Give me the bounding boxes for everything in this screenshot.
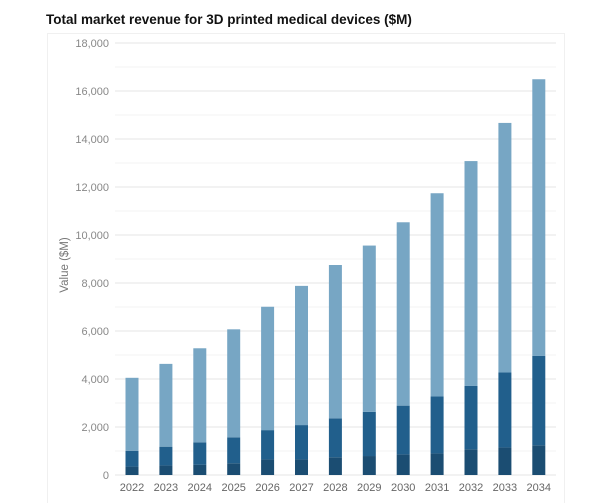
bars [125, 79, 546, 475]
bar-stack-2022 [125, 377, 139, 475]
bar-stack-2034 [532, 79, 546, 475]
y-axis-title: Value ($M) [59, 237, 71, 293]
bar-stack-2025 [227, 329, 241, 475]
bar-stack-2032 [464, 161, 478, 475]
bar-segment-2-2031 [430, 396, 444, 454]
x-tick-label: 2028 [323, 482, 347, 494]
x-tick-label: 2033 [493, 482, 517, 494]
bar-segment-3-2030 [396, 222, 410, 406]
y-tick-label: 10,000 [75, 230, 109, 242]
bar-segment-1-2030 [396, 454, 410, 475]
bar-stack-2030 [396, 222, 410, 475]
y-tick-label: 6,000 [81, 326, 109, 338]
chart-title: Total market revenue for 3D printed medi… [46, 12, 412, 27]
bar-segment-3-2025 [227, 329, 241, 438]
bar-stack-2024 [193, 348, 207, 475]
bar-segment-2-2028 [328, 418, 342, 458]
bar-stack-2028 [328, 265, 342, 475]
y-axis-tick-labels: 0 2,000 4,000 6,000 8,000 10,000 12,000 14,000 1… [75, 38, 109, 482]
bar-segment-2-2032 [464, 385, 478, 450]
bar-segment-1-2023 [159, 465, 173, 475]
x-tick-label: 2027 [289, 482, 313, 494]
bar-segment-1-2024 [193, 464, 207, 475]
bar-segment-2-2024 [193, 442, 207, 465]
bar-stack-2027 [295, 285, 308, 475]
y-tick-label: 2,000 [81, 422, 109, 434]
bar-stack-2026 [261, 306, 275, 475]
x-tick-label: 2026 [255, 482, 279, 494]
bar-segment-3-2029 [362, 245, 376, 412]
bar-segment-1-2031 [430, 453, 444, 475]
y-tick-label: 12,000 [75, 182, 109, 194]
bar-segment-3-2027 [295, 285, 308, 426]
bar-stack-2029 [362, 245, 376, 475]
y-tick-label: 8,000 [81, 278, 109, 290]
x-tick-label: 2025 [221, 482, 245, 494]
x-tick-label: 2032 [459, 482, 483, 494]
bar-segment-1-2025 [227, 463, 241, 475]
bar-segment-2-2027 [295, 425, 308, 460]
x-tick-label: 2029 [357, 482, 381, 494]
y-tick-label: 0 [103, 470, 109, 482]
x-tick-label: 2023 [154, 482, 178, 494]
x-tick-label: 2024 [188, 482, 212, 494]
y-tick-label: 18,000 [75, 38, 109, 50]
major-gridlines [115, 42, 556, 476]
bar-segment-1-2034 [532, 445, 546, 475]
bar-segment-3-2023 [159, 363, 173, 447]
bar-segment-3-2032 [464, 161, 478, 386]
bar-stack-2023 [159, 363, 173, 475]
bar-segment-3-2022 [125, 377, 139, 451]
bar-segment-3-2026 [261, 306, 275, 431]
bar-segment-3-2033 [498, 122, 512, 373]
y-tick-label: 14,000 [75, 134, 109, 146]
bar-segment-3-2024 [193, 348, 207, 443]
bar-segment-1-2026 [261, 459, 275, 475]
x-tick-label: 2030 [391, 482, 415, 494]
bar-stack-2031 [430, 193, 444, 475]
x-tick-label: 2034 [527, 482, 551, 494]
y-tick-label: 16,000 [75, 86, 109, 98]
bar-segment-1-2029 [362, 456, 376, 475]
bar-segment-1-2032 [464, 449, 478, 475]
bar-segment-1-2033 [498, 447, 512, 475]
bar-segment-3-2028 [328, 265, 342, 419]
bar-segment-2-2034 [532, 355, 546, 446]
bar-segment-3-2031 [430, 193, 444, 397]
bar-segment-1-2027 [295, 459, 308, 475]
bar-segment-1-2028 [328, 457, 342, 475]
bar-segment-2-2022 [125, 450, 139, 467]
x-tick-label: 2031 [425, 482, 449, 494]
bar-segment-2-2030 [396, 405, 410, 455]
x-tick-label: 2022 [120, 482, 144, 494]
chart-frame [47, 33, 565, 503]
bar-segment-2-2029 [362, 411, 376, 457]
bar-segment-2-2026 [261, 430, 275, 460]
bar-segment-3-2034 [532, 79, 546, 356]
x-axis-tick-labels: 2022 2023 2024 2025 2026 2027 2028 2029 2030 2031… [120, 482, 551, 494]
bar-segment-2-2025 [227, 437, 241, 464]
y-tick-label: 4,000 [81, 374, 109, 386]
bar-stack-2033 [498, 122, 512, 475]
bar-segment-2-2023 [159, 446, 173, 466]
bar-segment-1-2022 [125, 466, 139, 475]
bar-segment-2-2033 [498, 372, 512, 448]
